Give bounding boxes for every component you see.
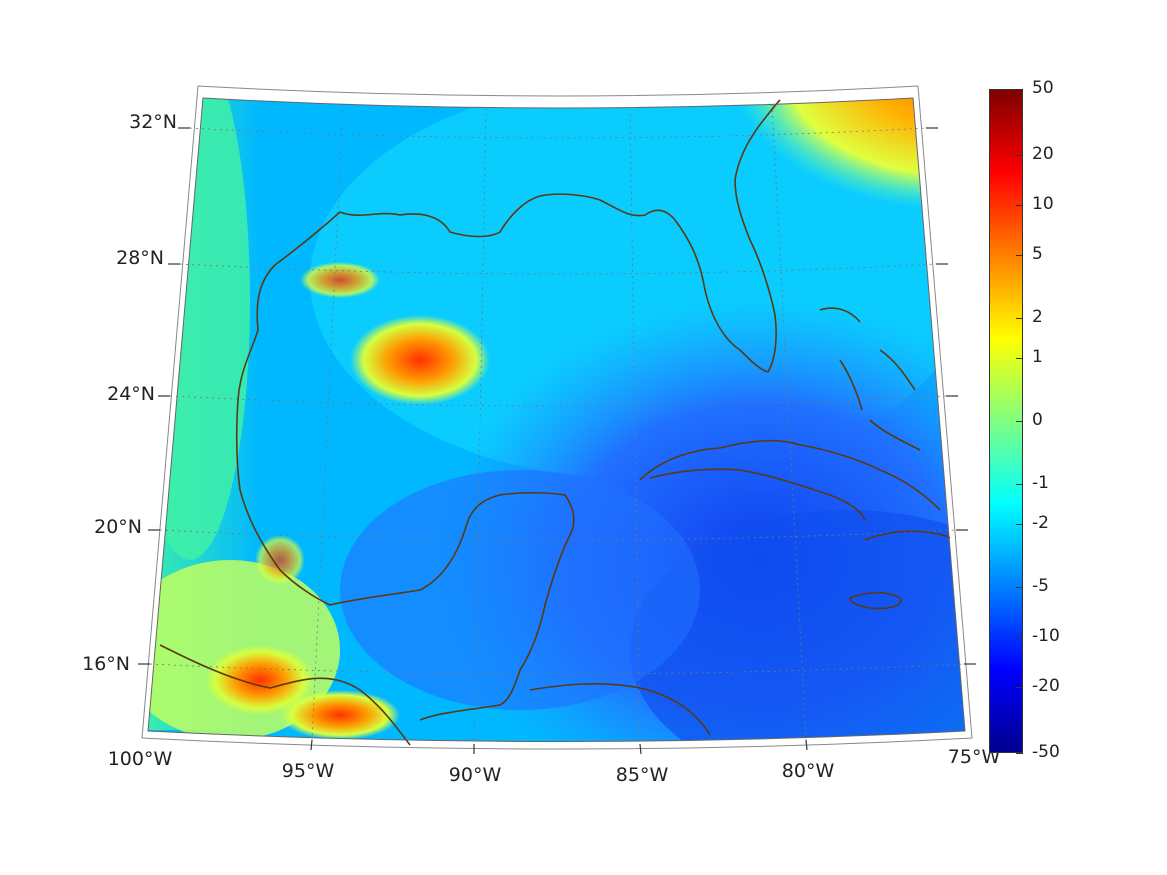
colorbar-tick-mark — [1016, 205, 1023, 207]
lat-label-24n: 24°N — [107, 383, 155, 405]
lon-label-85w: 85°W — [615, 764, 669, 786]
colorbar-tick-mark — [1016, 686, 1023, 688]
colorbar-tick-label: 1 — [1032, 346, 1043, 367]
lon-label-75w: 75°W — [947, 746, 1001, 768]
lat-label-32n: 32°N — [129, 111, 177, 133]
lat-label-16n: 16°N — [82, 653, 130, 675]
colorbar-tick-mark — [1016, 636, 1023, 638]
colorbar-tick-label: 0 — [1032, 410, 1043, 430]
colorbar-tick-mark — [1016, 587, 1023, 588]
colorbar-tick-label: 2 — [1032, 307, 1043, 328]
colorbar-tick-mark — [1016, 89, 1023, 90]
colorbar-tick-mark — [1016, 753, 1023, 754]
colorbar-tick-label: 50 — [1032, 78, 1054, 98]
colorbar-tick-label: -1 — [1032, 473, 1049, 494]
field-layer — [148, 98, 965, 742]
graticule — [149, 103, 965, 745]
lon-label-90w: 90°W — [448, 764, 502, 786]
map-frame — [147, 97, 966, 742]
colorbar-tick-label: -10 — [1032, 625, 1060, 646]
colorbar-tick-mark — [1016, 523, 1023, 525]
colorbar-tick-label: 10 — [1032, 194, 1054, 215]
colorbar-tick-mark — [1016, 255, 1023, 256]
colorbar-tick-label: -50 — [1032, 742, 1060, 762]
colorbar-tick-label: -2 — [1032, 512, 1049, 533]
lon-label-95w: 95°W — [281, 760, 335, 782]
lon-label-100w: 100°W — [107, 748, 173, 770]
axis-ticks — [138, 127, 976, 755]
colorbar-tick-label: -20 — [1032, 675, 1060, 696]
colorbar-tick-label: 20 — [1032, 144, 1054, 165]
coastlines — [159, 99, 951, 746]
colorbar-tick-label: 5 — [1032, 244, 1043, 264]
map-outer-frame — [141, 85, 973, 750]
colorbar-tick-mark — [1016, 318, 1023, 320]
colorbar-tick-mark — [1016, 155, 1023, 157]
colorbar-tick-mark — [1016, 484, 1023, 486]
colorbar-tick-label: -5 — [1032, 576, 1049, 596]
lat-label-28n: 28°N — [116, 247, 164, 269]
lat-label-20n: 20°N — [94, 516, 142, 538]
colorbar-tick-mark — [1016, 357, 1023, 359]
lon-label-80w: 80°W — [781, 760, 835, 782]
colorbar-tick-mark — [1016, 421, 1023, 422]
